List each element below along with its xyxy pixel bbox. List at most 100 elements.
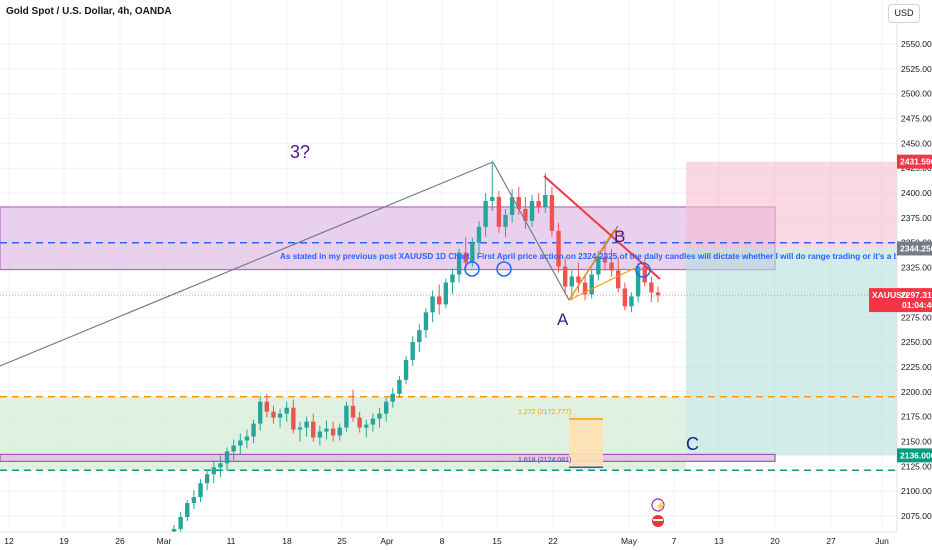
candle-body bbox=[291, 407, 296, 430]
candle-body bbox=[204, 474, 210, 484]
highlight-circle bbox=[496, 261, 512, 277]
candle-body bbox=[509, 197, 515, 215]
drawings-layer[interactable] bbox=[0, 161, 661, 367]
candle-body bbox=[277, 413, 283, 418]
candle-body bbox=[523, 208, 528, 221]
lightning-glyph: ⚡ bbox=[655, 500, 666, 512]
candle-body bbox=[198, 483, 203, 498]
candle-body bbox=[589, 274, 594, 295]
candle-body bbox=[403, 359, 409, 380]
wave-3-label: 3? bbox=[290, 142, 310, 162]
candle-body bbox=[516, 197, 521, 209]
zones-layer bbox=[0, 161, 897, 471]
time-axis-panel bbox=[0, 532, 932, 550]
candle-body bbox=[576, 276, 581, 283]
candle-body bbox=[218, 463, 223, 468]
candle-body bbox=[231, 445, 236, 452]
time-tick-label: 19 bbox=[59, 536, 69, 546]
candle-body bbox=[238, 440, 243, 446]
time-tick-label: Mar bbox=[157, 536, 172, 546]
price-tag-label: 2344.250 bbox=[900, 243, 932, 253]
current-price-tag bbox=[869, 288, 932, 313]
candle-body bbox=[456, 252, 462, 275]
flag-stripe-icon bbox=[653, 519, 663, 521]
candle-body bbox=[549, 195, 555, 231]
price-tick-label: 2200.000 bbox=[901, 387, 932, 397]
currency-selector[interactable]: USD bbox=[888, 4, 920, 23]
price-tick-label: 2375.000 bbox=[901, 213, 932, 223]
time-tick-label: 7 bbox=[672, 536, 677, 546]
fib-extension-box bbox=[569, 418, 603, 468]
current-price-label: 2297.310 bbox=[901, 290, 932, 300]
stop-loss-zone bbox=[686, 161, 897, 249]
time-tick-label: 26 bbox=[115, 536, 125, 546]
symbol-title: Gold Spot / U.S. Dollar, 4h, OANDA bbox=[6, 6, 172, 17]
candle-body bbox=[503, 214, 508, 227]
candle-body bbox=[649, 282, 654, 293]
candle-body bbox=[377, 413, 382, 419]
time-tick-label: 18 bbox=[282, 536, 292, 546]
descending-trendline bbox=[543, 175, 661, 280]
time-tick-label: 12 bbox=[4, 536, 14, 546]
time-tick-label: Apr bbox=[380, 536, 393, 546]
candle-body bbox=[543, 195, 548, 207]
wave-c-label: C bbox=[686, 434, 699, 454]
candle-body bbox=[397, 379, 402, 394]
candle-body bbox=[417, 330, 422, 343]
candle-body bbox=[357, 417, 362, 428]
candle-body bbox=[596, 256, 601, 275]
price-tick-label: 2275.000 bbox=[901, 312, 932, 322]
time-tick-label: 22 bbox=[548, 536, 558, 546]
price-tick-label: 2550.000 bbox=[901, 39, 932, 49]
candle-body bbox=[437, 296, 442, 305]
candle-body bbox=[178, 516, 183, 529]
analysis-note: As stated in my previous post XAUUSD 1D … bbox=[280, 252, 930, 261]
wave-a-label: A bbox=[557, 310, 569, 329]
wave-3-trendline bbox=[0, 161, 494, 367]
price-tag-label: 2136.000 bbox=[900, 450, 932, 460]
candle-body bbox=[330, 428, 336, 436]
candle-body bbox=[582, 282, 588, 295]
take-profit-zone bbox=[686, 248, 897, 456]
price-tick-label: 2225.000 bbox=[901, 362, 932, 372]
candle-body bbox=[324, 428, 329, 432]
candle-body bbox=[470, 242, 475, 263]
time-tick-label: 25 bbox=[337, 536, 347, 546]
price-tick-label: 2450.000 bbox=[901, 138, 932, 148]
candle-body bbox=[423, 312, 429, 331]
candle-body bbox=[490, 197, 495, 202]
candle-body bbox=[251, 423, 256, 437]
time-tick-label: 15 bbox=[492, 536, 502, 546]
price-tag bbox=[897, 154, 932, 169]
candle-body bbox=[257, 401, 263, 424]
time-tick-label: 20 bbox=[770, 536, 780, 546]
fib-label-1618: 1.618 (2124.081) bbox=[518, 457, 571, 464]
candle-body bbox=[616, 270, 621, 289]
candle-body bbox=[443, 282, 449, 305]
candle-body bbox=[642, 266, 647, 283]
candle-body bbox=[244, 436, 250, 441]
price-tick-label: 2075.000 bbox=[901, 511, 932, 521]
candle-body bbox=[496, 197, 502, 227]
candle-body bbox=[370, 418, 376, 425]
fib-label-1272: 1.272 (2172.777) bbox=[518, 409, 571, 416]
symbol-tag-label: XAUUSD bbox=[872, 290, 908, 300]
candle-body bbox=[297, 427, 303, 430]
time-tick-label: 27 bbox=[826, 536, 836, 546]
candle-body bbox=[483, 201, 488, 227]
candle-body bbox=[337, 427, 342, 436]
price-tick-label: 2500.000 bbox=[901, 89, 932, 99]
candle-body bbox=[476, 226, 482, 243]
price-tick-label: 2475.000 bbox=[901, 114, 932, 124]
candle-body bbox=[284, 407, 289, 414]
price-tick-label: 2325.000 bbox=[901, 263, 932, 273]
price-tick-label: 2100.000 bbox=[901, 486, 932, 496]
candle-body bbox=[185, 503, 190, 517]
candle-body bbox=[529, 201, 535, 221]
candle-body bbox=[562, 266, 568, 287]
time-tick-label: 13 bbox=[714, 536, 724, 546]
candle-body bbox=[622, 288, 628, 307]
countdown-label: 01:04:40 bbox=[902, 300, 932, 310]
